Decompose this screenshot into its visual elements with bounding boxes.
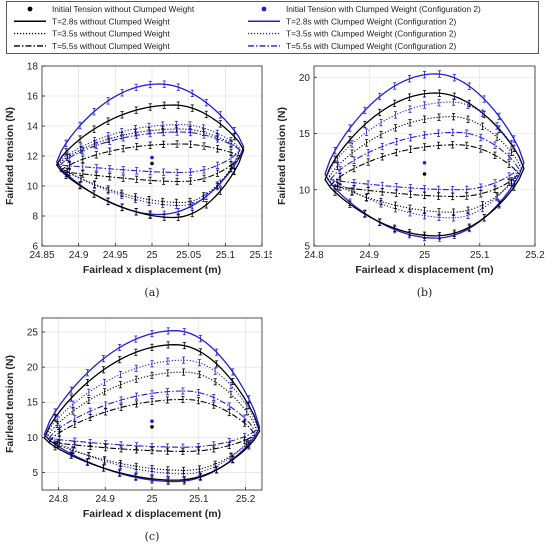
chart-svg-a: 24.85 24.9 24.95 25 25.05 25.1 25.15 6 8 10 12 14 16… [4,62,272,300]
legend-marker-0 [27,6,33,12]
x-tick-label-b-4: 25.2 [525,250,545,261]
x-tick-label-a-6: 25.15 [249,250,272,261]
y-tick-label-a-1: 8 [32,212,38,223]
legend-label-0: Initial Tension without Clumped Weight [52,4,195,14]
series-loop-c-4 [47,390,256,448]
series-loop-b-3 [327,116,522,213]
x-tick-label-c-4: 25.2 [236,494,256,505]
x-tick-label-c-2: 25 [146,494,158,505]
series-loop-c-2 [45,359,258,475]
y-tick-label-b-0: 5 [304,242,310,253]
series-loop-b-4 [329,131,519,191]
x-tick-label-a-1: 24.9 [69,250,89,261]
y-tick-label-a-4: 14 [27,122,39,133]
error-bars-c-5 [57,395,247,455]
x-tick-label-a-3: 25 [146,250,158,261]
initial-tension-point-c-0 [150,425,154,429]
x-axis-label-b: Fairlead x displacement (m) [355,264,493,276]
y-axis-label-c: Fairlead tension (N) [4,355,16,453]
y-tick-label-a-3: 12 [27,152,39,163]
legend-label-5: T=3.5s with Clumped Weight (Configuratio… [286,29,456,39]
x-tick-label-b-2: 25 [419,250,431,261]
error-bars-b-3 [335,113,514,216]
x-tick-label-a-5: 25.1 [216,250,236,261]
panel-label-c: (c) [145,530,160,543]
error-bars-a-5 [67,140,233,186]
x-axis-label-c: Fairlead x displacement (m) [83,508,221,520]
initial-tension-point-a-0 [150,161,154,166]
chart-panel-b: 24.8 24.9 25 25.1 25.2 5 10 15 20 Fairlead x disp… [272,56,545,306]
legend-box: Initial Tension without Clumped Weight In… [6,1,539,54]
x-axis-label-a: Fairlead x displacement (m) [83,264,221,276]
x-tick-label-b-3: 25.1 [470,250,490,261]
legend-label-6: T=5.5s without Clumped Weight [52,41,170,51]
panel-label-a: (a) [144,286,159,299]
series-loop-a-1 [55,104,245,219]
x-tick-label-c-3: 25.1 [189,494,209,505]
y-tick-label-a-0: 6 [32,242,38,253]
series-loop-b-0 [324,73,525,239]
series-loop-c-1 [43,344,261,481]
y-tick-label-a-5: 16 [27,92,39,103]
y-tick-label-c-2: 15 [27,398,39,409]
initial-tension-point-a-1 [150,155,154,160]
y-tick-label-c-0: 5 [32,468,38,479]
initial-tension-point-b-0 [422,172,427,176]
chart-svg-b: 24.8 24.9 25 25.1 25.2 5 10 15 20 Fairlead x disp… [276,65,545,299]
y-tick-label-c-1: 10 [27,433,39,444]
y-tick-label-c-4: 25 [27,328,39,339]
chart-svg-c: 24.8 24.9 25 25.1 25.2 5 10 15 20 25 Fairlead x di… [4,317,263,543]
x-tick-label-b-0: 24.8 [304,250,324,261]
series-loop-b-1 [324,92,525,237]
legend-label-1: Initial Tension with Clumped Weight (Con… [286,4,481,14]
y-tick-label-c-3: 20 [27,363,39,374]
legend-label-2: T=2.8s without Clumped Weight [52,16,170,26]
error-bars-c-3 [55,368,249,474]
x-tick-label-a-4: 25.05 [176,250,201,261]
series-loop-a-5 [59,143,241,183]
y-tick-label-a-2: 10 [27,182,39,193]
legend-label-4: T=3.5s without Clumped Weight [52,29,170,39]
series-loop-b-2 [327,101,522,219]
chart-panel-a: 24.85 24.9 24.95 25 25.05 25.1 25.15 6 8 10 12 14 16… [0,56,272,306]
chart-legend: Initial Tension without Clumped Weight In… [6,1,539,54]
series-loop-a-4 [59,131,241,174]
x-tick-label-a-0: 24.85 [29,250,54,261]
x-tick-label-c-0: 24.8 [49,494,69,505]
legend-marker-1 [261,6,267,12]
legend-label-3: T=2.8s with Clumped Weight (Configuratio… [286,16,456,26]
initial-tension-point-b-1 [422,160,427,165]
x-tick-label-c-1: 24.9 [95,494,115,505]
y-axis-label-b: Fairlead tension (N) [276,107,288,205]
y-tick-label-b-3: 20 [299,73,311,84]
x-tick-label-a-2: 24.95 [103,250,128,261]
y-tick-label-b-2: 15 [299,129,311,140]
legend-label-7: T=5.5s with Clumped Weight (Configuratio… [286,41,456,51]
y-tick-label-a-6: 18 [27,62,39,73]
series-loop-c-5 [47,398,256,452]
initial-tension-point-c-1 [150,419,154,423]
error-bars-c-1 [53,341,251,484]
error-bars-a-1 [64,101,236,221]
y-tick-label-b-1: 10 [299,185,311,196]
error-bars-b-1 [333,89,516,240]
chart-panel-c: 24.8 24.9 25 25.1 25.2 5 10 15 20 25 Fairlead x di… [0,308,272,550]
error-bars-b-5 [338,141,511,201]
x-tick-label-b-1: 24.9 [360,250,380,261]
y-axis-label-a: Fairlead tension (N) [4,107,16,205]
panel-label-b: (b) [417,286,433,299]
series-loop-b-5 [329,144,520,198]
